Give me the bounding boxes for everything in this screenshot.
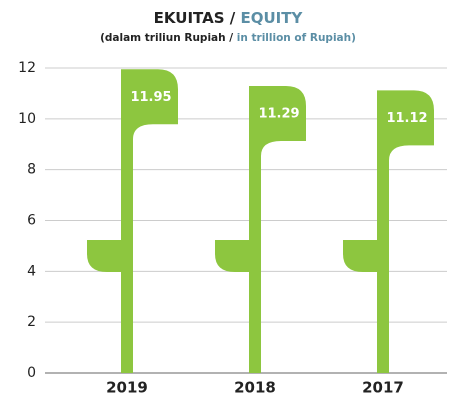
leaf <box>343 240 377 272</box>
y-tick-label: 4 <box>27 263 36 279</box>
y-tick-label: 10 <box>18 111 36 127</box>
y-tick-label: 0 <box>27 365 36 381</box>
x-tick-label: 2017 <box>362 379 404 397</box>
bar <box>249 86 306 373</box>
y-tick-label: 12 <box>18 60 36 76</box>
value-label: 11.95 <box>130 90 171 105</box>
title-main: EKUITAS / <box>154 9 236 27</box>
leaf <box>215 240 249 272</box>
chart-subtitle: (dalam triliun Rupiah / in trillion of R… <box>100 32 356 44</box>
bar <box>121 69 178 373</box>
title-accent: EQUITY <box>240 9 303 27</box>
subtitle-accent: in trillion of Rupiah) <box>237 32 356 44</box>
y-tick-label: 8 <box>27 162 36 178</box>
value-label: 11.29 <box>258 107 299 122</box>
leaf <box>87 240 121 272</box>
x-tick-label: 2019 <box>106 379 148 397</box>
y-tick-label: 2 <box>27 314 36 330</box>
subtitle-main: (dalam triliun Rupiah / <box>100 32 233 44</box>
value-label: 11.12 <box>386 111 427 126</box>
bar <box>377 90 434 373</box>
chart-title: EKUITAS / EQUITY <box>154 9 304 27</box>
y-tick-label: 6 <box>27 213 36 229</box>
x-tick-label: 2018 <box>234 379 276 397</box>
